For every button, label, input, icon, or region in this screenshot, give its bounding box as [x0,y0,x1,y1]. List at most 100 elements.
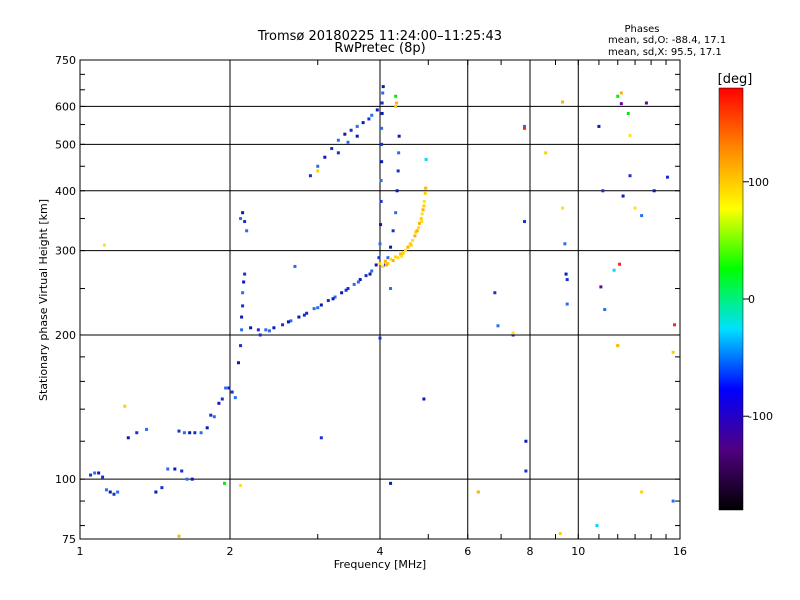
y-tick-label: 300 [55,245,76,258]
data-point [344,288,348,292]
data-point [379,179,383,183]
data-point [415,229,419,233]
data-point [370,113,374,117]
data-point [612,268,616,272]
data-point [417,226,421,230]
data-point [89,473,93,477]
data-point [420,220,424,224]
data-point [358,278,362,282]
data-point [346,140,350,144]
colorbar-label: [deg] [718,72,753,87]
data-point [116,490,120,494]
data-point [343,132,347,136]
data-point [227,386,231,390]
data-point [239,483,243,487]
data-point [323,155,327,159]
data-point [297,315,301,319]
data-point [370,269,374,273]
x-tick-label: 1 [77,545,84,558]
data-point [241,211,245,215]
data-point [413,234,417,238]
data-point [384,263,388,267]
data-point [424,186,428,190]
data-point [331,297,335,301]
data-point [400,254,404,258]
data-point [595,524,599,528]
data-point [239,344,243,348]
data-point [364,274,368,278]
data-point [621,194,625,198]
data-point [389,287,393,291]
data-point [145,427,149,431]
data-point [308,174,312,178]
data-point [381,264,385,268]
phases-line-x: mean, sd,X: 95.5, 17.1 [608,47,722,58]
data-point [316,169,320,173]
data-point [565,278,569,282]
data-point [597,124,601,128]
data-point [563,242,567,246]
data-point [391,259,395,263]
data-point [126,436,130,440]
data-point [403,249,407,253]
data-point [618,262,622,266]
data-point [166,467,170,471]
y-axis-label: Stationary phase Virtual Height [km] [37,199,50,401]
data-point [401,251,405,255]
x-axis-label: Frequency [MHz] [334,558,426,571]
data-point [523,126,527,130]
data-point [326,299,330,303]
data-point [330,147,334,151]
x-tick-label: 2 [227,545,234,558]
data-point [367,117,371,121]
data-point [419,217,423,221]
data-point [511,331,515,335]
data-point [619,102,623,106]
data-point [355,124,359,128]
data-point [671,350,675,354]
data-point [223,481,227,485]
data-point [524,439,528,443]
data-point [377,256,381,260]
data-point [644,101,648,105]
chart-subtitle: RwPretec (8p) [334,41,425,56]
data-point [245,229,249,233]
data-point [558,532,562,536]
data-point [209,413,213,417]
data-point [185,477,189,481]
x-tick-label: 16 [673,545,687,558]
data-point [374,263,378,267]
data-point [626,111,630,115]
data-point [524,469,528,473]
data-point [422,397,426,401]
data-point [394,255,398,259]
data-point [476,490,480,494]
data-point [665,175,669,179]
data-point [397,134,401,138]
data-point [511,333,515,337]
data-point [319,303,323,307]
data-point [173,467,177,471]
data-point [396,169,400,173]
data-point [104,488,108,492]
data-point [336,138,340,142]
data-point [243,220,247,224]
data-point [154,490,158,494]
data-point [399,252,403,256]
data-point [379,223,383,227]
data-point [182,431,186,435]
data-point [93,471,97,475]
data-point [180,469,184,473]
colorbar: [deg] 100 0 -100 [718,72,773,511]
data-point [561,100,565,104]
data-point [312,307,316,311]
data-point [249,326,253,330]
data-point [241,291,245,295]
data-points [89,85,677,538]
data-point [289,319,293,323]
data-point [240,315,244,319]
data-point [267,329,271,333]
data-point [123,404,127,408]
data-point [396,256,400,260]
